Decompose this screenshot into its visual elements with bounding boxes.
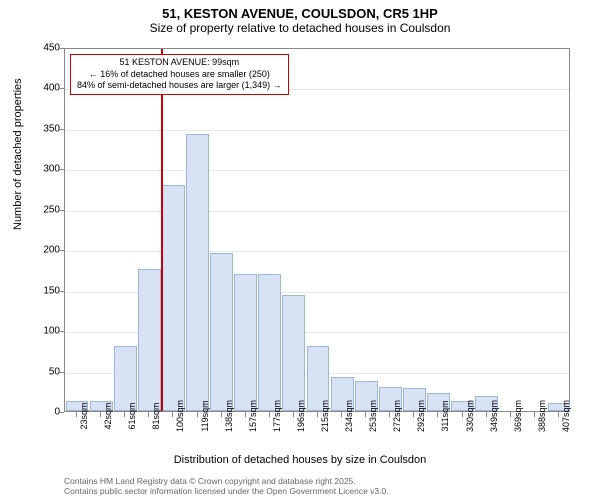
x-tick-label: 253sqm xyxy=(368,400,378,432)
page-subtitle: Size of property relative to detached ho… xyxy=(0,21,600,39)
x-tick-mark xyxy=(437,412,438,417)
info-line-1: 51 KESTON AVENUE: 99sqm xyxy=(77,57,282,69)
y-tick-label: 300 xyxy=(30,164,60,175)
y-tick-label: 250 xyxy=(30,204,60,215)
y-tick-mark xyxy=(59,210,64,211)
y-tick-mark xyxy=(59,291,64,292)
gridline xyxy=(65,251,569,252)
x-tick-label: 349sqm xyxy=(489,400,499,432)
x-tick-label: 81sqm xyxy=(151,402,161,429)
y-tick-mark xyxy=(59,331,64,332)
x-tick-mark xyxy=(269,412,270,417)
info-line-2: ← 16% of detached houses are smaller (25… xyxy=(77,69,282,81)
y-axis-label: Number of detached properties xyxy=(12,78,24,230)
x-tick-mark xyxy=(462,412,463,417)
y-tick-mark xyxy=(59,129,64,130)
x-tick-mark xyxy=(76,412,77,417)
histogram-bar xyxy=(138,269,161,411)
x-tick-label: 272sqm xyxy=(392,400,402,432)
x-tick-label: 157sqm xyxy=(248,400,258,432)
histogram-chart: 51 KESTON AVENUE: 99sqm ← 16% of detache… xyxy=(64,48,570,412)
histogram-bar xyxy=(114,346,137,411)
y-tick-label: 50 xyxy=(30,366,60,377)
histogram-bar xyxy=(162,185,185,411)
page-title: 51, KESTON AVENUE, COULSDON, CR5 1HP xyxy=(0,0,600,21)
histogram-bar xyxy=(234,274,257,412)
x-tick-label: 42sqm xyxy=(103,402,113,429)
y-tick-label: 200 xyxy=(30,245,60,256)
x-tick-label: 196sqm xyxy=(296,400,306,432)
marker-info-box: 51 KESTON AVENUE: 99sqm ← 16% of detache… xyxy=(70,54,289,95)
y-tick-label: 450 xyxy=(30,43,60,54)
x-tick-label: 215sqm xyxy=(320,400,330,432)
x-tick-mark xyxy=(124,412,125,417)
y-tick-mark xyxy=(59,372,64,373)
x-tick-mark xyxy=(558,412,559,417)
x-tick-label: 119sqm xyxy=(200,400,210,431)
info-line-3: 84% of semi-detached houses are larger (… xyxy=(77,80,282,92)
x-tick-label: 388sqm xyxy=(537,400,547,432)
x-tick-label: 234sqm xyxy=(344,400,354,432)
x-tick-mark xyxy=(341,412,342,417)
x-tick-label: 292sqm xyxy=(416,400,426,432)
gridline xyxy=(65,211,569,212)
y-tick-mark xyxy=(59,250,64,251)
x-tick-mark xyxy=(534,412,535,417)
y-tick-label: 100 xyxy=(30,326,60,337)
y-tick-mark xyxy=(59,169,64,170)
y-tick-label: 150 xyxy=(30,285,60,296)
histogram-bar xyxy=(210,253,233,411)
x-tick-mark xyxy=(317,412,318,417)
marker-line xyxy=(161,49,163,411)
y-tick-label: 350 xyxy=(30,123,60,134)
x-tick-mark xyxy=(245,412,246,417)
footer-attribution: Contains HM Land Registry data © Crown c… xyxy=(64,476,389,496)
histogram-bar xyxy=(282,295,305,411)
histogram-bar xyxy=(186,134,209,411)
x-tick-label: 23sqm xyxy=(79,402,89,429)
x-tick-mark xyxy=(510,412,511,417)
x-tick-label: 100sqm xyxy=(175,400,185,432)
histogram-bar xyxy=(258,274,281,412)
y-tick-label: 0 xyxy=(30,407,60,418)
x-tick-mark xyxy=(221,412,222,417)
gridline xyxy=(65,130,569,131)
x-tick-mark xyxy=(197,412,198,417)
x-tick-mark xyxy=(148,412,149,417)
x-axis-label: Distribution of detached houses by size … xyxy=(0,454,600,466)
x-tick-label: 330sqm xyxy=(465,400,475,432)
gridline xyxy=(65,170,569,171)
x-tick-label: 369sqm xyxy=(513,400,523,432)
y-tick-mark xyxy=(59,48,64,49)
x-tick-mark xyxy=(293,412,294,417)
x-tick-mark xyxy=(413,412,414,417)
y-tick-label: 400 xyxy=(30,83,60,94)
footer-line-2: Contains public sector information licen… xyxy=(64,486,389,496)
x-tick-mark xyxy=(486,412,487,417)
x-tick-mark xyxy=(365,412,366,417)
y-tick-mark xyxy=(59,412,64,413)
x-tick-mark xyxy=(100,412,101,417)
x-tick-label: 311sqm xyxy=(440,400,450,431)
x-tick-label: 177sqm xyxy=(272,400,282,432)
x-tick-mark xyxy=(389,412,390,417)
x-tick-mark xyxy=(172,412,173,417)
footer-line-1: Contains HM Land Registry data © Crown c… xyxy=(64,476,389,486)
y-tick-mark xyxy=(59,88,64,89)
x-tick-label: 138sqm xyxy=(224,400,234,432)
x-tick-label: 407sqm xyxy=(561,400,571,432)
x-tick-label: 61sqm xyxy=(127,402,137,429)
